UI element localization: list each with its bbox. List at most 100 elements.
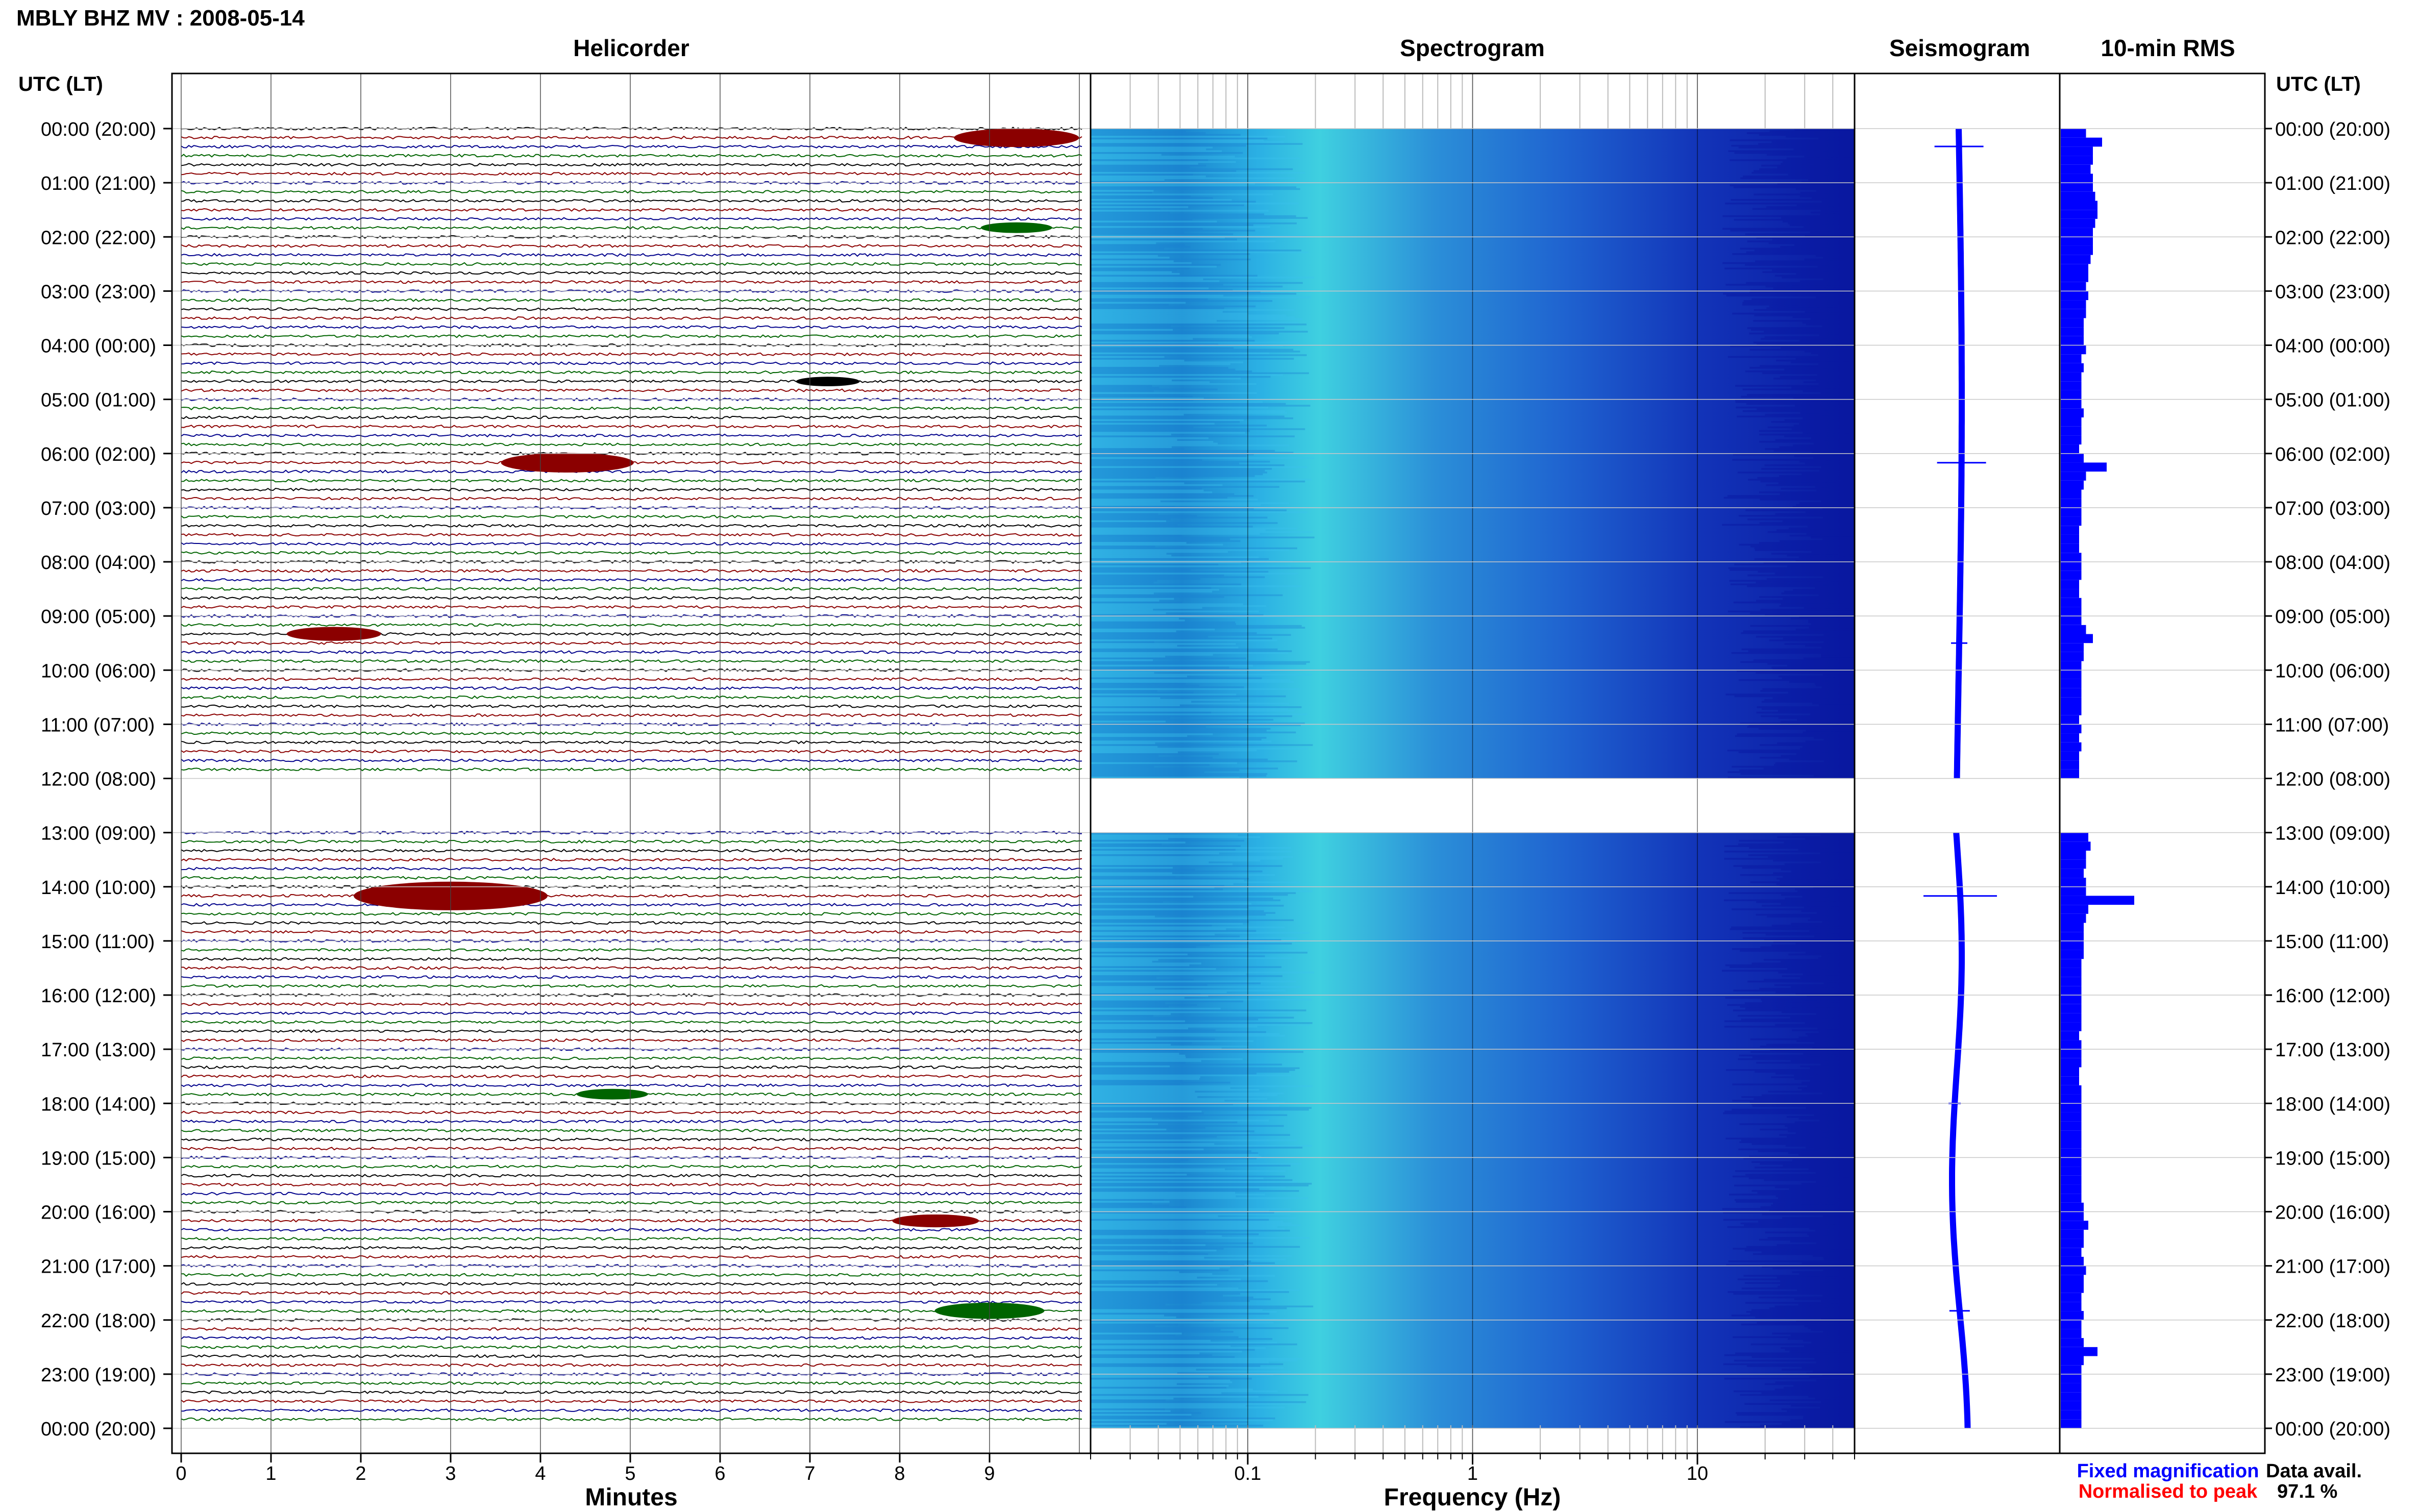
spectrogram-streak <box>1091 1085 1313 1087</box>
spectrogram-streak <box>1091 1188 1260 1191</box>
spectrogram-streak <box>1091 1359 1297 1362</box>
spectrogram-streak <box>1091 1088 1260 1091</box>
spectrogram-streak <box>1735 1170 1855 1172</box>
spectrogram-streak <box>1732 908 1855 910</box>
spectrogram-streak <box>1091 482 1184 484</box>
spectrogram-streak <box>1766 307 1855 309</box>
time-label-left: 03:00 (23:00) <box>41 281 156 303</box>
rms-bar <box>2061 851 2086 860</box>
spectrogram-streak <box>1741 1287 1855 1290</box>
spectrogram-streak <box>1091 1280 1268 1282</box>
spectrogram-streak <box>1750 1343 1855 1346</box>
spectrogram-streak <box>1091 1403 1301 1405</box>
spectrogram-streak <box>1767 1237 1855 1239</box>
spectrogram-streak <box>1813 886 1855 889</box>
helicorder-trace <box>181 1164 1082 1169</box>
spectrogram-streak <box>1091 751 1178 753</box>
spectrogram-streak <box>1091 1194 1265 1196</box>
time-label-right: 21:00 (17:00) <box>2275 1256 2390 1278</box>
spectrogram-streak <box>1823 257 1855 259</box>
spectrogram-streak <box>1734 1359 1855 1362</box>
spectrogram-streak <box>1760 757 1855 759</box>
spectrogram-streak <box>1091 1201 1170 1203</box>
spectrogram-streak <box>1091 1370 1291 1373</box>
spectrogram-streak <box>1745 233 1855 235</box>
time-label-right: 05:00 (01:00) <box>2275 390 2390 411</box>
spectrogram-streak <box>1733 453 1855 456</box>
spectrogram-streak <box>1784 1386 1855 1389</box>
spectrogram-streak <box>1822 538 1855 540</box>
spectrogram-streak <box>1775 762 1855 764</box>
spectrogram-streak <box>1789 534 1855 537</box>
spectrogram-streak <box>1091 553 1167 555</box>
spectrogram-streak <box>1091 737 1267 739</box>
spectrogram-streak <box>1091 1006 1169 1008</box>
spectrogram-streak <box>1091 641 1154 643</box>
spectrogram-streak <box>1091 1235 1222 1237</box>
spectrogram-streak <box>1091 291 1261 293</box>
helicorder-trace <box>181 190 1082 194</box>
spectrogram-streak <box>1091 1226 1278 1228</box>
spectrogram-streak <box>1792 1029 1855 1031</box>
spectrogram-streak <box>1091 526 1253 528</box>
spectrogram-streak <box>1774 573 1855 575</box>
spectrogram-streak <box>1759 433 1855 436</box>
spectrogram-streak <box>1091 1121 1238 1124</box>
spectrogram-streak <box>1091 161 1236 163</box>
spectrogram-streak <box>1730 928 1855 930</box>
rms-bar <box>2061 1347 2097 1356</box>
rms-bar <box>2061 381 2082 390</box>
rms-bar <box>2061 201 2097 210</box>
spectrogram-streak <box>1091 1284 1218 1286</box>
rms-bar <box>2061 1121 2082 1131</box>
time-label-left: 06:00 (02:00) <box>41 444 156 465</box>
spectrogram-streak <box>1091 1007 1221 1010</box>
spectrogram-streak <box>1794 129 1855 131</box>
spectrogram-streak <box>1091 643 1236 645</box>
rms-bar <box>2061 164 2091 174</box>
rms-bar <box>2061 1392 2082 1401</box>
spectrogram-streak <box>1818 383 1855 385</box>
spectrogram-streak <box>1091 1090 1195 1093</box>
spectrogram-streak <box>1796 504 1855 506</box>
spectrogram-streak <box>1091 518 1171 520</box>
helicorder-trace <box>181 208 1082 212</box>
spectrogram-streak <box>1762 1266 1855 1268</box>
spectrogram-streak <box>1091 1394 1309 1396</box>
time-label-left: 00:00 (20:00) <box>41 1419 156 1440</box>
spectrogram-streak <box>1091 487 1202 490</box>
spectrogram-streak <box>1791 428 1855 430</box>
helicorder-trace <box>181 1174 1082 1178</box>
helicorder-trace <box>181 533 1082 537</box>
spectrogram-streak <box>1757 343 1855 345</box>
rms-bar <box>2061 273 2088 282</box>
spectrogram-streak <box>1091 547 1297 550</box>
spectrogram-streak <box>1799 195 1855 197</box>
spectrogram-streak <box>1792 506 1855 508</box>
spectrogram-streak <box>1742 304 1855 306</box>
spectrogram-streak <box>1751 298 1855 301</box>
spectrogram-streak <box>1091 1269 1229 1272</box>
spectrogram-streak <box>1745 370 1855 373</box>
rms-bar <box>2061 1167 2082 1176</box>
spectrogram-streak <box>1091 1013 1171 1015</box>
spectrogram-streak <box>1813 1255 1855 1257</box>
spectrogram-streak <box>1722 970 1855 972</box>
spectrogram-streak <box>1091 148 1206 151</box>
helicorder-trace <box>181 1147 1082 1151</box>
spectrogram-streak <box>1091 605 1267 607</box>
spectrogram-streak <box>1776 1244 1855 1246</box>
spectrogram-streak <box>1091 513 1158 515</box>
spectrogram-streak <box>1091 869 1195 871</box>
helicorder-trace <box>181 162 1082 167</box>
spectrogram-streak <box>1091 319 1217 322</box>
spectrogram-streak <box>1091 885 1225 887</box>
rms-bar <box>2061 769 2079 779</box>
spectrogram-streak <box>1091 932 1310 934</box>
spectrogram-streak <box>1787 664 1855 667</box>
rms-bar <box>2061 679 2082 688</box>
spectrogram-streak <box>1091 507 1254 510</box>
spectrogram-streak <box>1091 204 1244 207</box>
spectrogram-streak <box>1727 1291 1855 1293</box>
helicorder-trace <box>181 1255 1082 1259</box>
